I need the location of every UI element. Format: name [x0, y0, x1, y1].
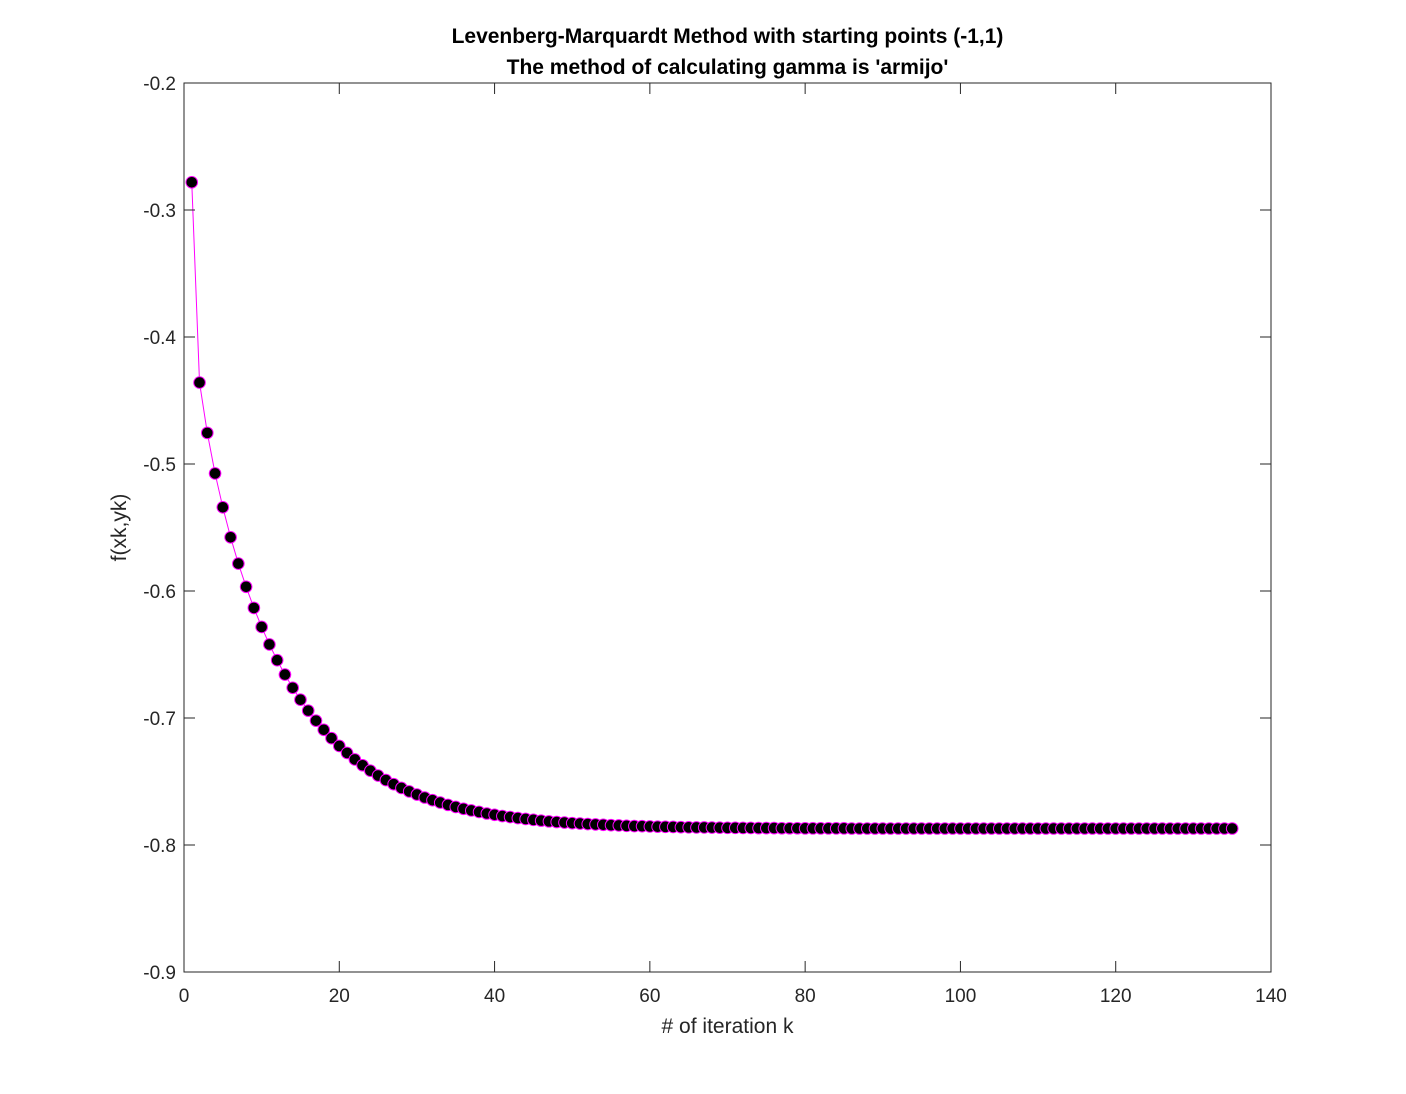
data-point [216, 501, 230, 514]
x-tick-label: 20 [329, 986, 350, 1007]
series-layer [185, 176, 1239, 835]
data-point [200, 426, 214, 440]
y-tick-label: -0.4 [143, 328, 176, 349]
ticks-layer: 0 20 40 60 80 100 120 140 -0.9 -0.8 -0.7 -0.6 -0.5 -0… [143, 74, 1287, 1007]
data-point [193, 376, 206, 389]
chart-subtitle: The method of calculating gamma is 'armi… [507, 56, 949, 79]
data-point [208, 467, 222, 480]
x-tick-label: 40 [484, 986, 505, 1007]
data-point [270, 653, 284, 667]
x-tick-label: 0 [179, 986, 190, 1007]
plot-area [184, 83, 1271, 972]
x-axis-label: # of iteration k [662, 1015, 794, 1038]
y-tick-label: -0.8 [143, 836, 176, 857]
data-point [239, 580, 253, 594]
data-point [278, 668, 292, 681]
x-tick-label: 140 [1255, 986, 1287, 1007]
y-tick-label: -0.5 [143, 455, 176, 476]
chart-title: Levenberg-Marquardt Method with starting… [452, 25, 1004, 48]
y-tick-label: -0.7 [143, 709, 176, 730]
x-tick-label: 120 [1100, 986, 1132, 1007]
data-point [1225, 822, 1239, 835]
y-tick-label: -0.9 [143, 963, 176, 984]
axes-box [183, 82, 1272, 973]
x-tick-label: 60 [639, 986, 660, 1007]
data-point [294, 693, 307, 707]
data-point [301, 704, 315, 717]
y-axis-label: f(xk,yk) [108, 494, 131, 562]
data-point [247, 601, 261, 615]
y-tick-label: -0.3 [143, 201, 176, 222]
y-tick-label: -0.6 [143, 582, 176, 603]
data-point [224, 530, 237, 544]
data-point [263, 638, 276, 651]
data-point [325, 731, 338, 745]
data-point [309, 714, 323, 727]
data-point [332, 739, 346, 753]
x-tick-label: 80 [795, 986, 816, 1007]
data-point [286, 681, 300, 695]
data-point [232, 557, 245, 570]
y-tick-label: -0.2 [143, 74, 176, 95]
data-point [317, 723, 331, 737]
x-tick-label: 100 [945, 986, 977, 1007]
data-point [255, 620, 268, 634]
data-point [185, 176, 199, 189]
